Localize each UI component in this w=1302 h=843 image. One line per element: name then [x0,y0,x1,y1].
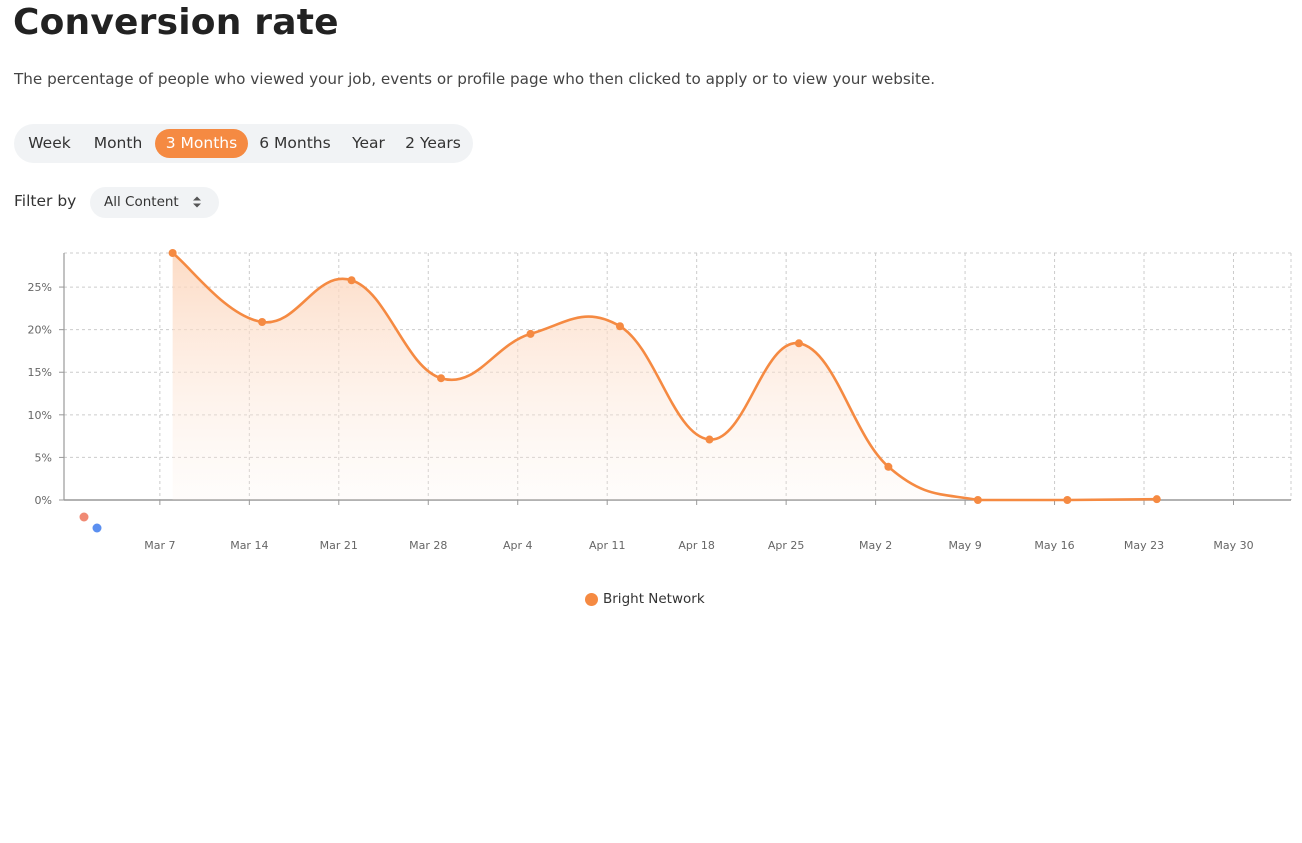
x-tick-label: May 23 [1124,539,1164,552]
series-point [705,435,714,444]
period-month-button[interactable]: Month [93,134,143,152]
series-points [168,249,1161,504]
series-point [973,496,982,504]
y-tick-label: 10% [28,409,52,422]
series-point [884,462,893,471]
period-3-months-button[interactable]: 3 Months [155,129,248,158]
period-6-months-button[interactable]: 6 Months [259,134,331,152]
period-week-button[interactable]: Week [28,134,71,152]
series-area [172,253,1157,500]
y-tick-label: 0% [35,494,52,507]
series-point [168,249,177,257]
y-tick-label: 25% [28,281,52,294]
period-selector: Week Month 3 Months 6 Months Year 2 Year… [14,124,473,163]
x-tick-label: Mar 21 [320,539,358,552]
stray-marker-salmon [79,512,89,522]
page-title: Conversion rate [13,2,339,43]
x-tick-label: May 9 [948,539,981,552]
x-tick-label: Apr 11 [589,539,626,552]
period-2-years-button[interactable]: 2 Years [405,134,461,152]
x-tick-label: Apr 4 [503,539,533,552]
y-tick-label: 15% [28,366,52,379]
x-tick-label: Apr 25 [768,539,805,552]
conversion-rate-chart: Mar 7 Mar 14 Mar 21 Mar 28 Apr 4 Apr 11 Apr 18… [28,249,1292,552]
period-year-button[interactable]: Year [352,134,385,152]
content-filter-value: All Content [104,194,179,210]
series-point [258,317,267,326]
series-line [171,251,1157,502]
legend-label-bright-network: Bright Network [603,591,705,607]
x-tick-label: Mar 7 [144,539,175,552]
stray-marker-blue [92,523,102,533]
x-tick-label: Mar 14 [230,539,268,552]
x-tick-label: May 16 [1034,539,1074,552]
x-tick-label: Mar 28 [409,539,447,552]
series-point [347,276,356,285]
x-axis-labels: Mar 7 Mar 14 Mar 21 Mar 28 Apr 4 Apr 11 Apr 18… [144,539,1253,552]
x-tick-label: Apr 18 [678,539,715,552]
series-point [526,329,535,338]
y-tick-label: 5% [35,451,52,464]
filter-label: Filter by [14,192,77,210]
page-subtitle: The percentage of people who viewed your… [14,70,936,88]
sort-arrows-icon [193,196,201,208]
content-filter-select[interactable]: All Content [90,187,219,218]
series-point [437,374,446,383]
series-point [1063,496,1072,504]
legend-dot-bright-network [585,593,598,606]
x-tick-label: May 2 [859,539,892,552]
y-axis-labels: 0% 5% 10% 15% 20% 25% [28,281,52,507]
series-point [615,322,624,331]
x-tick-label: May 30 [1213,539,1253,552]
y-tick-label: 20% [28,324,52,337]
series-point [794,339,803,348]
series-point [1152,495,1161,504]
